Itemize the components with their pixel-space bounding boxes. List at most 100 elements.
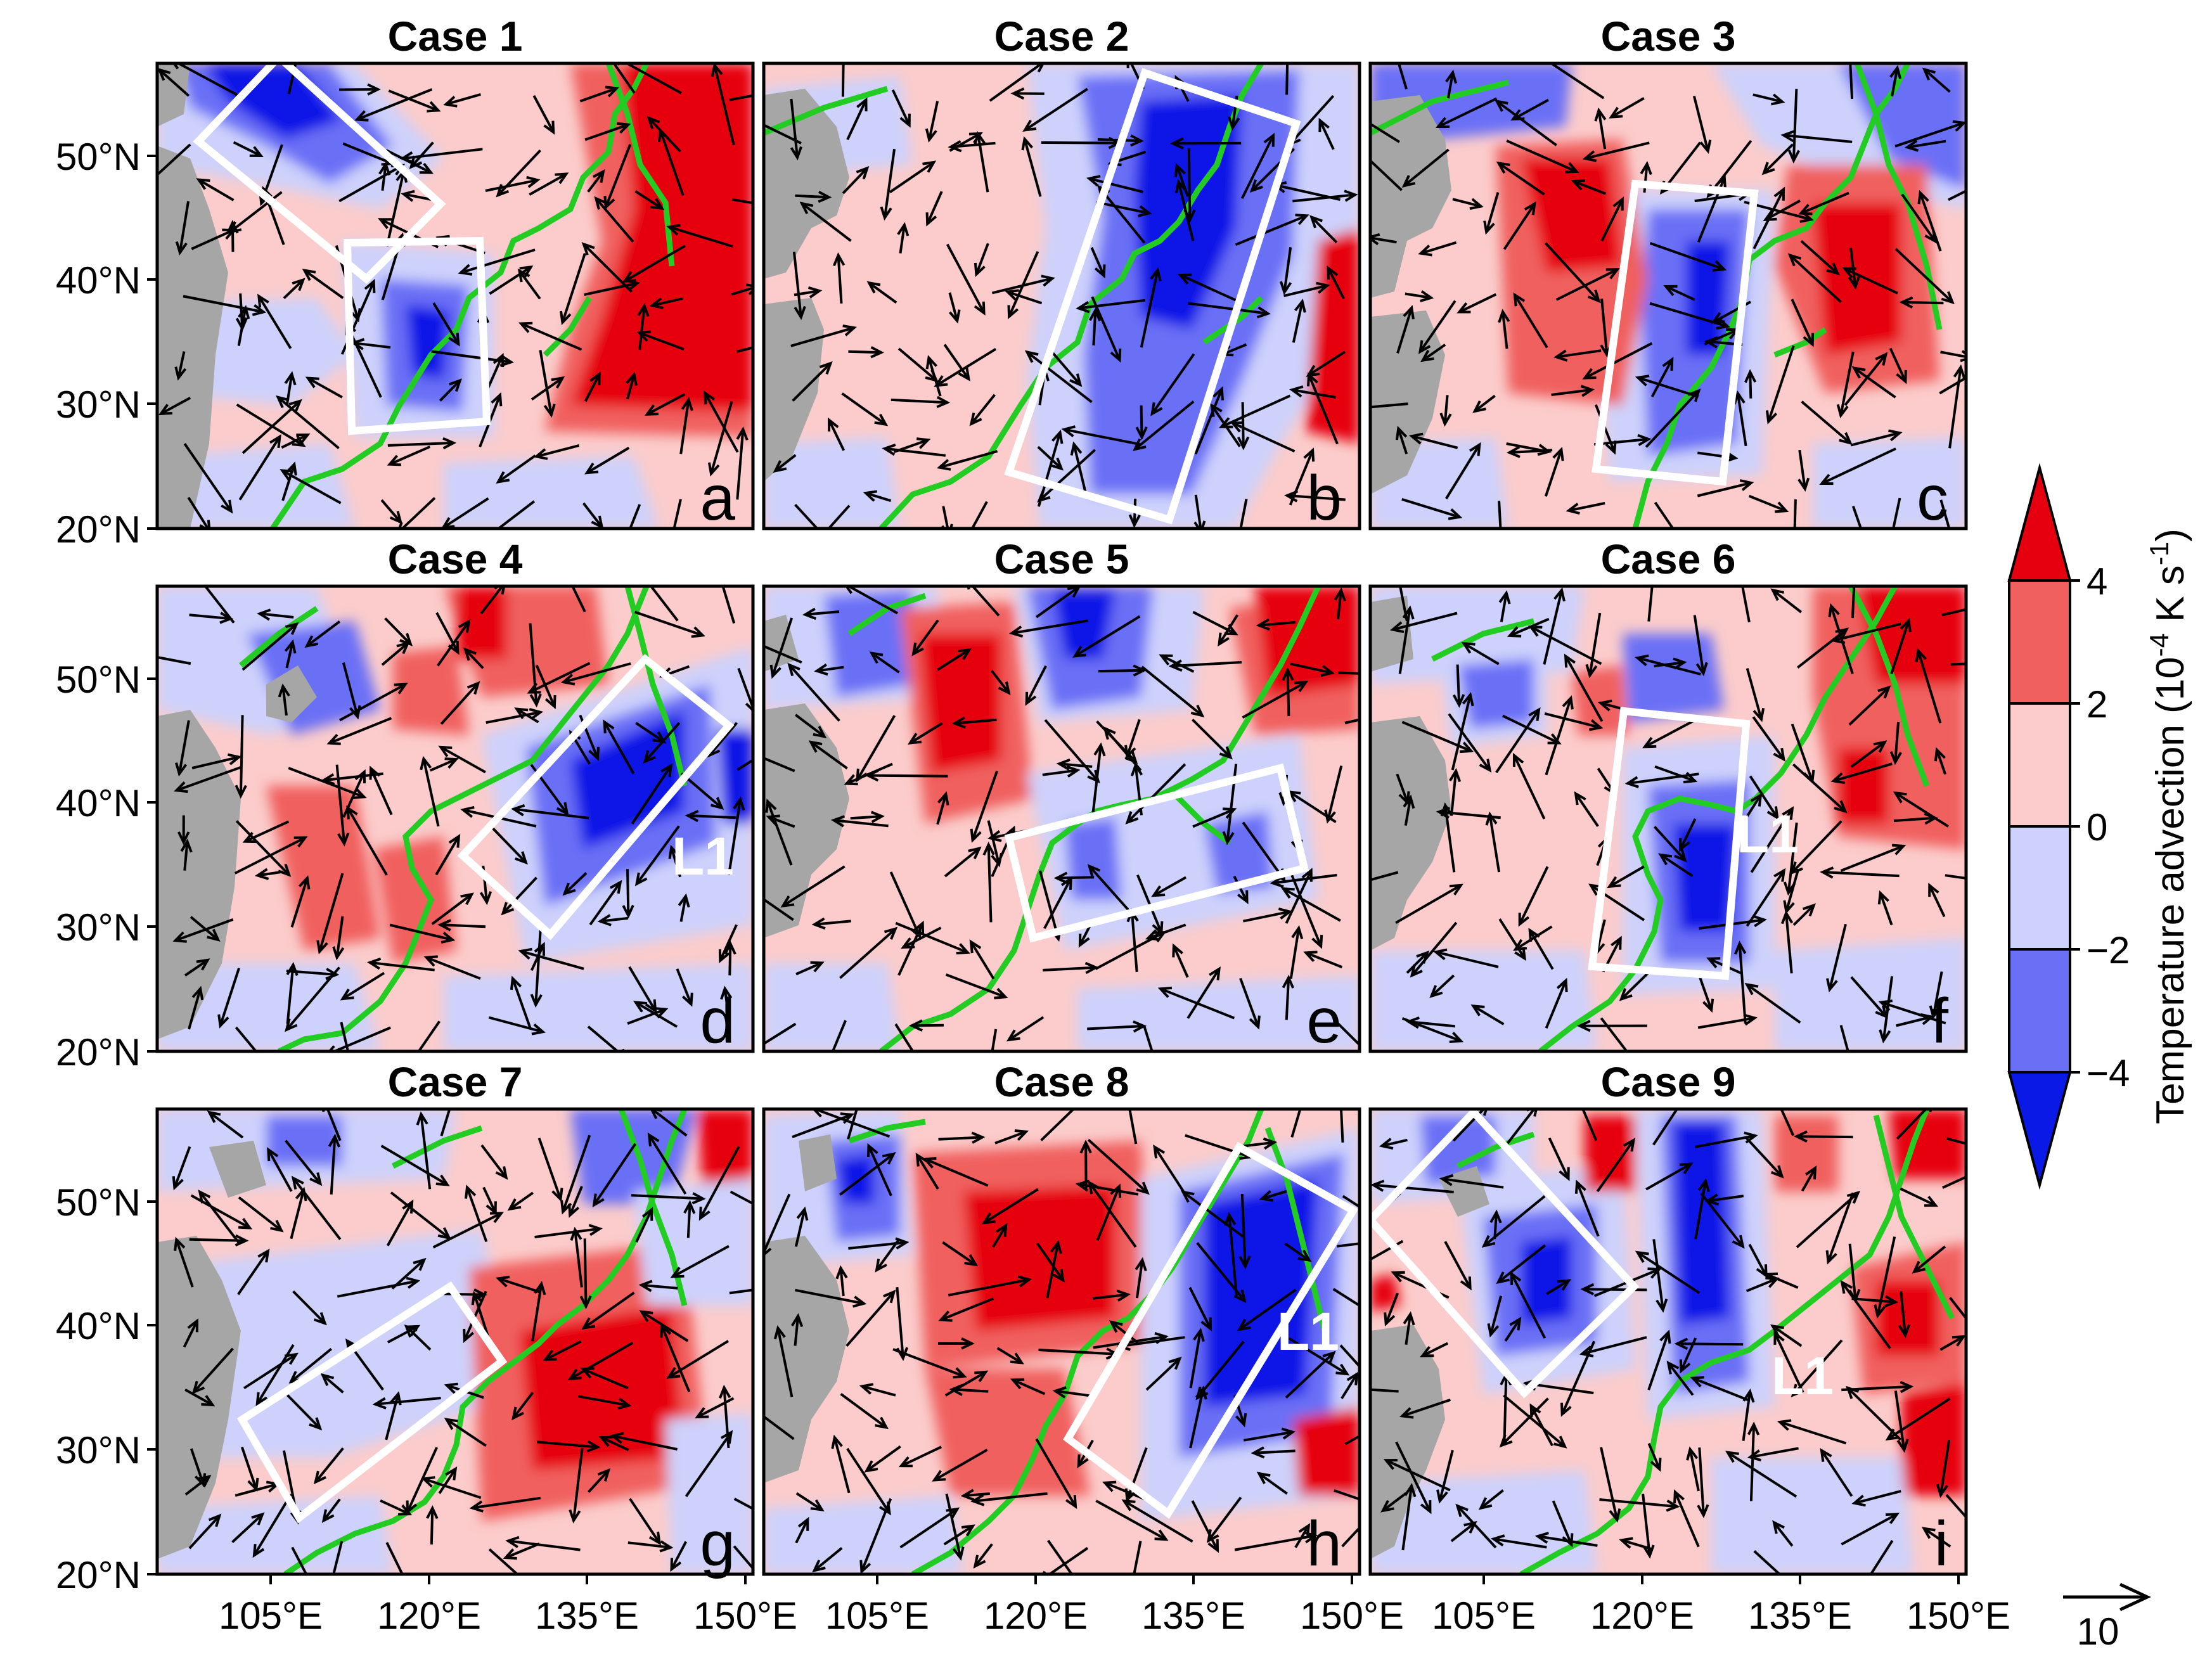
wind-vector-head: [925, 128, 937, 143]
wind-vector: [1945, 874, 1966, 880]
wind-vector-head: [1010, 1352, 1024, 1364]
wind-vector: [795, 961, 823, 976]
wind-vector: [440, 1109, 451, 1137]
wind-vector: [668, 1340, 730, 1378]
wind-vector-head: [1588, 719, 1604, 731]
wind-vector: [1844, 267, 1898, 295]
wind-vector-head: [1282, 667, 1294, 681]
wind-vector: [509, 1191, 534, 1210]
wind-vector-head: [427, 101, 441, 113]
wind-vector: [1537, 1535, 1598, 1547]
wind-vector-head: [257, 1248, 270, 1263]
wind-vector: [963, 1492, 990, 1498]
wind-vector: [1194, 494, 1202, 529]
wind-vector-head: [346, 805, 358, 819]
wind-vector: [375, 1397, 441, 1406]
wind-vector: [936, 347, 997, 387]
wind-vector: [721, 586, 736, 624]
wind-vector: [794, 504, 819, 529]
wind-vector-head: [724, 940, 736, 955]
wind-vector: [926, 191, 943, 225]
wind-vector: [184, 1389, 214, 1406]
wind-vectors-f: [1370, 586, 1966, 1051]
wind-vector: [1530, 626, 1602, 665]
wind-vector: [909, 722, 943, 745]
wind-vector-head: [526, 176, 541, 188]
wind-vector-head: [1742, 1389, 1755, 1403]
wind-vector: [1512, 98, 1549, 120]
panel-d: Case 4 d L1: [155, 536, 755, 1056]
wind-vector: [1384, 1292, 1399, 1325]
wind-vector-head: [1230, 421, 1244, 433]
wind-vector: [184, 959, 209, 977]
wind-vector: [928, 101, 939, 140]
wind-vector-head: [396, 641, 410, 655]
wind-vector: [970, 501, 988, 529]
wind-vector: [330, 1136, 337, 1195]
panel-title-h: Case 8: [994, 1058, 1129, 1105]
wind-vector: [1697, 972, 1713, 1011]
wind-vector: [463, 1290, 487, 1341]
wind-vector: [1096, 1186, 1121, 1241]
wind-vector: [281, 433, 309, 449]
wind-vector-head: [172, 1176, 184, 1191]
wind-vector: [569, 1186, 583, 1216]
panel-title-c: Case 3: [1601, 13, 1736, 60]
wind-vector-head: [460, 805, 475, 818]
wind-vector: [1091, 745, 1102, 816]
wind-vector-head: [1747, 1449, 1762, 1462]
wind-vector: [991, 1224, 1007, 1248]
wind-vector-head: [683, 1200, 696, 1214]
wind-vector: [1923, 1527, 1952, 1548]
wind-vector-head: [1219, 417, 1233, 428]
wind-vector: [1451, 694, 1472, 771]
wind-vector-head: [1562, 695, 1574, 710]
wind-vector-head: [1316, 281, 1330, 294]
wind-vector: [1243, 1430, 1293, 1442]
wind-vector-head: [1007, 305, 1019, 319]
wind-vector-head: [720, 985, 733, 1000]
wind-vector: [782, 865, 846, 908]
wind-vector: [292, 1177, 342, 1240]
wind-vector: [1503, 203, 1536, 250]
wind-vector-head: [1494, 99, 1508, 112]
wind-vector: [281, 469, 342, 504]
wind-vector: [1141, 665, 1204, 717]
wind-vector: [582, 243, 633, 293]
wind-vector: [764, 1022, 797, 1046]
wind-vector-head: [551, 376, 565, 389]
wind-vector: [641, 1311, 689, 1342]
wind-vector-head: [1418, 245, 1432, 257]
wind-vector: [1180, 274, 1244, 305]
wind-vector: [1928, 885, 1946, 918]
wind-vector-head: [1845, 47, 1855, 58]
wind-vector-head: [678, 893, 690, 908]
wind-vector: [1308, 350, 1346, 376]
wind-vector: [410, 141, 434, 168]
wind-vector: [952, 1388, 989, 1393]
wind-vector-head: [1780, 910, 1794, 925]
wind-vector-head: [1383, 1459, 1398, 1470]
wind-vector-head: [657, 127, 670, 143]
wind-vector: [370, 767, 393, 816]
wind-vector: [1773, 1333, 1804, 1393]
wind-vector-head: [1619, 1537, 1633, 1549]
wind-vector: [488, 1016, 544, 1034]
wind-vector-head: [1679, 1359, 1691, 1374]
wind-vector: [1175, 165, 1189, 197]
wind-vector-head: [1679, 838, 1690, 852]
wind-vector-head: [1941, 291, 1955, 305]
wind-vector: [381, 164, 387, 191]
wind-vector: [1398, 608, 1411, 674]
wind-vector: [628, 966, 657, 1012]
wind-vector-head: [321, 773, 335, 786]
wind-vector: [1647, 1331, 1670, 1390]
wind-vector: [1059, 762, 1093, 768]
wind-vector: [1408, 1020, 1455, 1028]
wind-vector-head: [1233, 1289, 1247, 1304]
wind-vector-head: [1284, 490, 1299, 503]
wind-vector-head: [1782, 806, 1794, 820]
wind-vector-head: [1896, 369, 1907, 385]
wind-vector: [1848, 1243, 1857, 1300]
wind-vector: [158, 68, 190, 97]
